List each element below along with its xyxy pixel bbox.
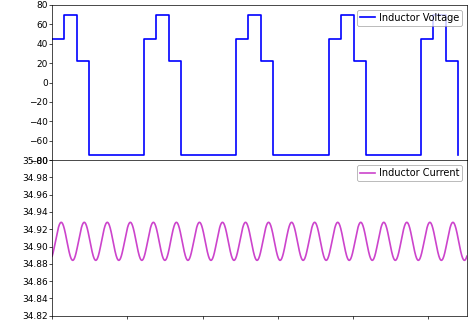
Legend: Inductor Voltage: Inductor Voltage: [357, 10, 462, 25]
Legend: Inductor Current: Inductor Current: [357, 165, 462, 181]
